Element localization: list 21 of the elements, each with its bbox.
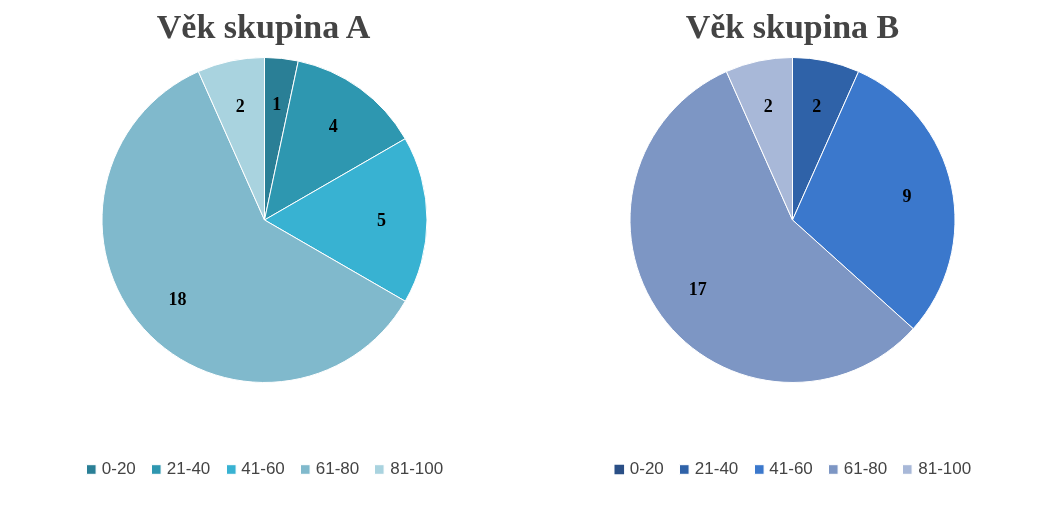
chart-title: Věk skupina A xyxy=(156,7,371,45)
data-label: 2 xyxy=(235,96,245,117)
legend-label: 41-60 xyxy=(769,459,813,479)
data-label: 2 xyxy=(812,96,822,117)
chart-title: Věk skupina B xyxy=(685,7,900,45)
legend-label: 21-40 xyxy=(166,459,211,479)
data-label: 9 xyxy=(902,186,912,207)
legend-label: 81-100 xyxy=(918,459,972,479)
legend-label: 81-100 xyxy=(390,459,444,479)
data-label: 4 xyxy=(328,115,338,136)
legend-label: 61-80 xyxy=(315,459,360,479)
legend-label: 0-20 xyxy=(101,459,136,479)
legend-label: 41-60 xyxy=(241,459,285,479)
data-label: 2 xyxy=(763,96,773,117)
data-label: 18 xyxy=(168,288,187,309)
legend-label: 61-80 xyxy=(843,459,888,479)
legend-label: 0-20 xyxy=(629,459,664,479)
data-label: 17 xyxy=(688,279,707,300)
data-label: 1 xyxy=(272,94,282,115)
data-label: 5 xyxy=(377,210,386,231)
legend-label: 21-40 xyxy=(694,459,739,479)
